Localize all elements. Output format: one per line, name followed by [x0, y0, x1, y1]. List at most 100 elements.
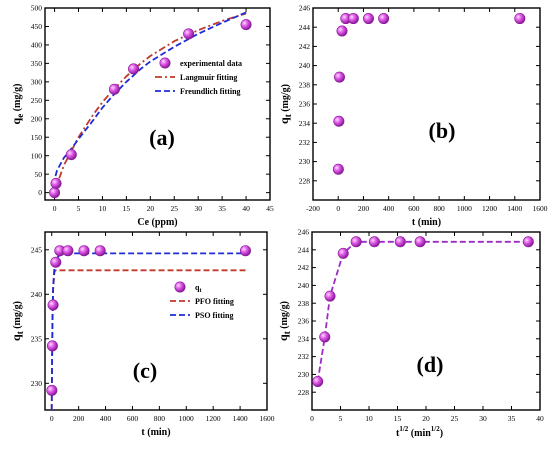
data-point — [337, 247, 349, 259]
data-point — [347, 13, 359, 25]
data-point — [78, 245, 90, 257]
y-axis-label: qt (mg/g) — [9, 301, 25, 341]
x-axis-label: t1/2 (min1/2) — [396, 425, 443, 439]
data-point — [333, 71, 345, 83]
x-tick-label: 1600 — [533, 204, 548, 213]
y-label-tail: (mg/g) — [280, 84, 291, 114]
legend-label-text: PFO fitting — [195, 297, 234, 306]
x-tick-label: 200 — [358, 204, 370, 213]
series-line-2 — [50, 252, 246, 410]
data-point — [333, 115, 345, 127]
x-tick-label: 40 — [536, 414, 544, 423]
x-tick-label: 0 — [336, 204, 340, 213]
data-point — [50, 177, 62, 189]
panel-a: 0 5 10 15 20 25 30 35 40 450501001502002503003504… — [9, 4, 274, 228]
y-tick-label: 450 — [31, 22, 43, 31]
y-tick-label: 350 — [31, 59, 43, 68]
y-label-sub: e — [15, 114, 25, 118]
x-label-main: t — [396, 428, 400, 439]
x-tick-label: 800 — [154, 414, 166, 423]
x-tick-label: 15 — [394, 414, 402, 423]
y-tick-label: 200 — [31, 114, 43, 123]
y-label-main: q — [276, 334, 290, 341]
legend-label: Langmuir fitting — [180, 73, 237, 82]
y-tick-label: 150 — [31, 133, 43, 142]
x-tick-label: 30 — [194, 204, 202, 213]
y-tick-label: 230 — [31, 379, 43, 388]
data-point — [350, 236, 362, 248]
data-point — [62, 245, 74, 257]
y-tick-label: 228 — [299, 176, 311, 185]
x-tick-label: 600 — [127, 414, 139, 423]
data-point — [47, 299, 59, 311]
panel-b: -200 0 200 400 600 800 1000 1200 1400 1600 228 230 2… — [277, 4, 548, 228]
legend-label-text: Langmuir fitting — [180, 73, 237, 82]
y-tick-label: 232 — [298, 352, 310, 361]
x-tick-label: 25 — [171, 204, 179, 213]
y-axis-label: qt (mg/g) — [276, 301, 292, 341]
x-tick-label: 0 — [53, 204, 57, 213]
panel-label: (c) — [133, 358, 157, 383]
y-tick-label: 236 — [298, 317, 310, 326]
data-point — [312, 376, 324, 388]
y-tick-label: 240 — [299, 61, 311, 70]
legend-label-text: PSO fitting — [195, 311, 233, 320]
x-label-tail-sup: 1/2 — [431, 425, 440, 433]
data-point — [362, 13, 374, 25]
x-tick-label: 200 — [73, 414, 85, 423]
data-point — [94, 245, 106, 257]
y-tick-label: 230 — [299, 157, 311, 166]
panel-label: (d) — [417, 352, 444, 377]
y-tick-label: 244 — [299, 23, 311, 32]
series-line-2 — [54, 11, 247, 177]
x-label-close: ) — [440, 428, 443, 439]
data-point — [46, 384, 58, 396]
y-tick-label: 240 — [31, 290, 43, 299]
data-point — [394, 236, 406, 248]
x-tick-label: 15 — [123, 204, 131, 213]
data-point — [368, 236, 380, 248]
y-label-tail: (mg/g) — [12, 84, 23, 114]
y-tick-label: 240 — [298, 281, 310, 290]
x-tick-label: 20 — [422, 414, 430, 423]
data-point — [46, 340, 58, 352]
x-tick-label: 1000 — [457, 204, 472, 213]
legend-label-sub: t — [199, 288, 201, 294]
x-tick-label: -200 — [306, 204, 320, 213]
y-tick-label: 250 — [31, 96, 43, 105]
y-tick-label: 235 — [31, 334, 43, 343]
x-tick-label: 5 — [339, 414, 343, 423]
y-tick-label: 228 — [298, 388, 310, 397]
x-tick-label: 30 — [479, 414, 487, 423]
x-tick-label: 40 — [242, 204, 250, 213]
data-point — [239, 245, 251, 257]
y-tick-label: 230 — [298, 370, 310, 379]
y-tick-label: 300 — [31, 77, 43, 86]
y-tick-label: 238 — [298, 299, 310, 308]
data-point — [378, 13, 390, 25]
x-tick-label: 10 — [99, 204, 107, 213]
y-tick-label: 234 — [299, 119, 311, 128]
legend-label: PSO fitting — [195, 311, 233, 320]
x-tick-label: 5 — [77, 204, 81, 213]
y-tick-label: 244 — [298, 245, 310, 254]
x-tick-label: 35 — [508, 414, 516, 423]
x-tick-label: 1600 — [260, 414, 275, 423]
data-point — [183, 28, 195, 40]
legend-label: Freundlich fitting — [180, 87, 241, 96]
data-point — [128, 63, 140, 75]
x-tick-label: 0 — [50, 414, 54, 423]
panel-d: 0 5 10 15 20 25 30 35 40 228 230 232 234 236 238 240 242… — [276, 228, 544, 439]
panel-label: (a) — [149, 125, 175, 150]
x-tick-label: 10 — [365, 414, 373, 423]
x-tick-label: 0 — [310, 414, 314, 423]
x-tick-label: 1400 — [507, 204, 522, 213]
legend-label-text: experimental data — [180, 59, 242, 68]
panel-label: (b) — [429, 118, 456, 143]
y-tick-label: 242 — [299, 42, 311, 51]
data-point — [65, 149, 77, 161]
legend-marker — [174, 281, 186, 293]
y-tick-label: 238 — [299, 80, 311, 89]
x-tick-label: 1000 — [179, 414, 194, 423]
